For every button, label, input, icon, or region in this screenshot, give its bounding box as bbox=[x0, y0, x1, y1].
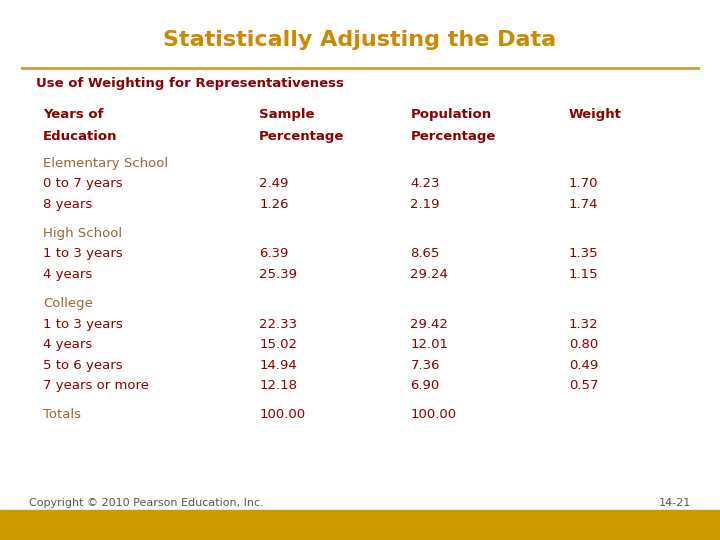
Text: 25.39: 25.39 bbox=[259, 268, 297, 281]
Text: Population: Population bbox=[410, 108, 492, 121]
Text: 29.24: 29.24 bbox=[410, 268, 449, 281]
Text: 2.49: 2.49 bbox=[259, 177, 289, 190]
Text: 1.35: 1.35 bbox=[569, 247, 598, 260]
Text: 1.32: 1.32 bbox=[569, 318, 598, 330]
Text: 0.80: 0.80 bbox=[569, 338, 598, 351]
Text: 0.49: 0.49 bbox=[569, 359, 598, 372]
Text: 14.94: 14.94 bbox=[259, 359, 297, 372]
Text: Use of Weighting for Representativeness: Use of Weighting for Representativeness bbox=[36, 77, 344, 90]
Text: 6.90: 6.90 bbox=[410, 379, 440, 392]
Text: 1.26: 1.26 bbox=[259, 198, 289, 211]
Text: 1 to 3 years: 1 to 3 years bbox=[43, 247, 123, 260]
Text: Sample: Sample bbox=[259, 108, 315, 121]
Text: Percentage: Percentage bbox=[259, 130, 345, 143]
Text: Elementary School: Elementary School bbox=[43, 157, 168, 170]
Text: Education: Education bbox=[43, 130, 117, 143]
Text: 5 to 6 years: 5 to 6 years bbox=[43, 359, 123, 372]
Text: 4.23: 4.23 bbox=[410, 177, 440, 190]
Text: 1 to 3 years: 1 to 3 years bbox=[43, 318, 123, 330]
Text: College: College bbox=[43, 297, 93, 310]
Text: 1.74: 1.74 bbox=[569, 198, 598, 211]
Text: 7.36: 7.36 bbox=[410, 359, 440, 372]
Text: 0.57: 0.57 bbox=[569, 379, 598, 392]
Text: Years of: Years of bbox=[43, 108, 104, 121]
Text: 1.70: 1.70 bbox=[569, 177, 598, 190]
Text: Percentage: Percentage bbox=[410, 130, 496, 143]
Text: Totals: Totals bbox=[43, 408, 81, 421]
Text: Copyright © 2010 Pearson Education, Inc.: Copyright © 2010 Pearson Education, Inc. bbox=[29, 497, 264, 508]
Text: 4 years: 4 years bbox=[43, 338, 92, 351]
Text: 4 years: 4 years bbox=[43, 268, 92, 281]
Text: Statistically Adjusting the Data: Statistically Adjusting the Data bbox=[163, 30, 557, 50]
Text: High School: High School bbox=[43, 227, 122, 240]
Text: 8.65: 8.65 bbox=[410, 247, 440, 260]
Text: 15.02: 15.02 bbox=[259, 338, 297, 351]
Text: Weight: Weight bbox=[569, 108, 621, 121]
Text: 12.18: 12.18 bbox=[259, 379, 297, 392]
Text: 6.39: 6.39 bbox=[259, 247, 289, 260]
Text: 7 years or more: 7 years or more bbox=[43, 379, 149, 392]
Text: 100.00: 100.00 bbox=[259, 408, 305, 421]
Text: 0 to 7 years: 0 to 7 years bbox=[43, 177, 123, 190]
Text: 1.15: 1.15 bbox=[569, 268, 598, 281]
Text: 2.19: 2.19 bbox=[410, 198, 440, 211]
Text: 12.01: 12.01 bbox=[410, 338, 449, 351]
Text: 100.00: 100.00 bbox=[410, 408, 456, 421]
Text: 14-21: 14-21 bbox=[659, 497, 691, 508]
Text: 8 years: 8 years bbox=[43, 198, 92, 211]
Text: 22.33: 22.33 bbox=[259, 318, 297, 330]
Text: 29.42: 29.42 bbox=[410, 318, 449, 330]
